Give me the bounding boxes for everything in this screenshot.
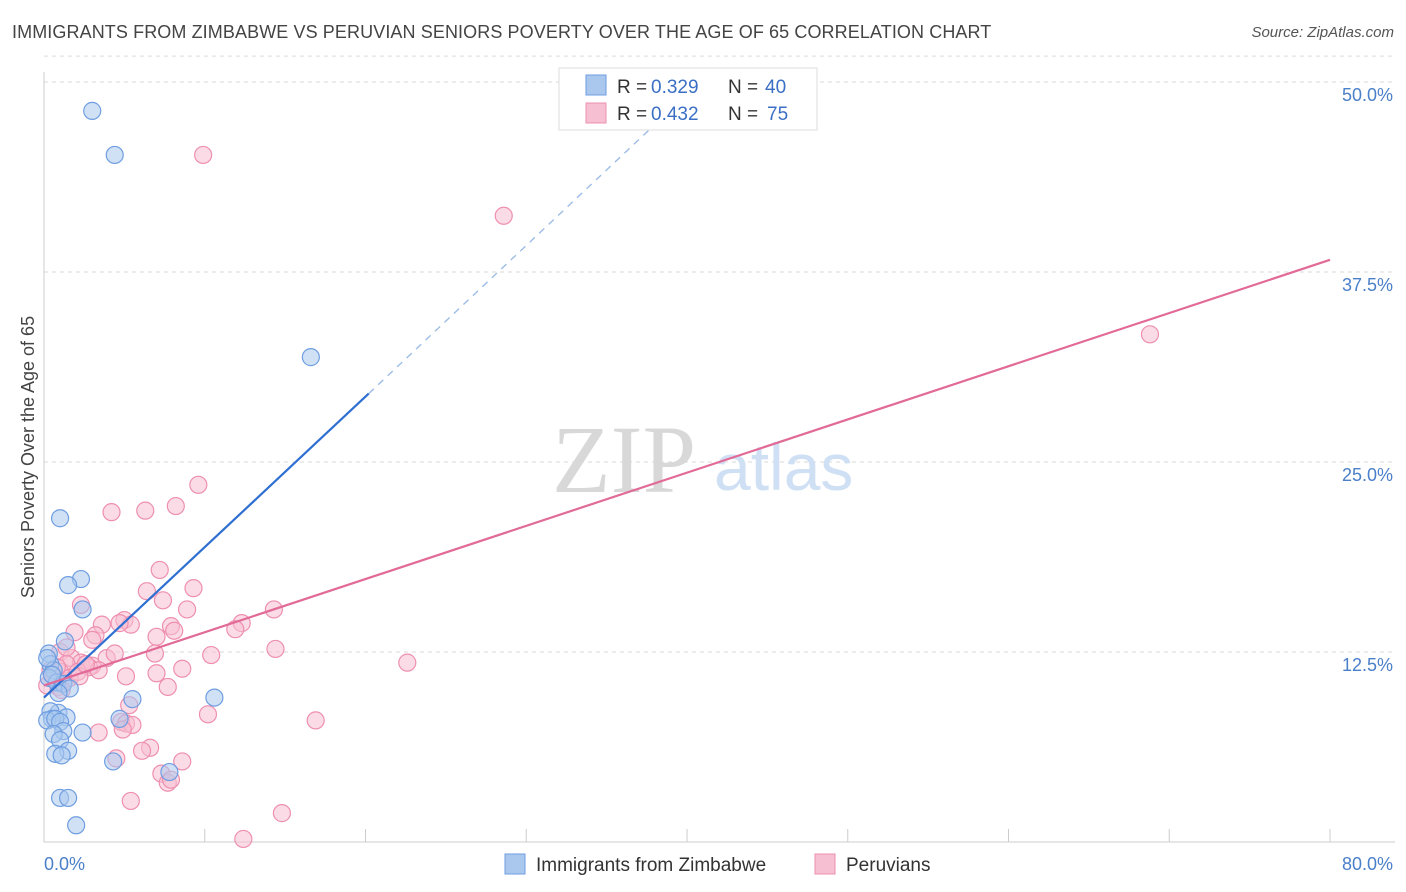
chart-title: IMMIGRANTS FROM ZIMBABWE VS PERUVIAN SEN… [12, 22, 992, 42]
data-point [67, 816, 86, 835]
data-point [52, 746, 71, 765]
data-point [266, 639, 285, 659]
trendline-peruvians [43, 258, 1331, 687]
y-tick-label: 37.5% [1342, 275, 1393, 295]
legend-r-value-blue: 0.329 [651, 77, 699, 98]
data-point [121, 791, 140, 811]
legend-n-value-pink: 75 [767, 104, 788, 125]
data-point [49, 683, 68, 703]
legend-n-label-pink: N = [728, 104, 758, 125]
legend-n-label-blue: N = [728, 77, 758, 98]
data-point [150, 560, 169, 580]
data-point [110, 709, 129, 728]
legend-r-label-pink: R = [617, 104, 647, 125]
bottom-legend-swatch-zimbabwe [504, 853, 526, 875]
data-point [59, 576, 78, 595]
data-point [1140, 325, 1160, 344]
y-axis-label: Seniors Poverty Over the Age of 65 [18, 316, 38, 598]
data-point [158, 677, 177, 697]
data-point [132, 741, 152, 760]
trendline-zimbabwe-extension [368, 124, 656, 395]
data-point [306, 711, 325, 730]
data-point [202, 645, 221, 665]
data-point [55, 632, 74, 651]
data-point [234, 829, 253, 849]
trendlines [43, 124, 1331, 699]
data-point [123, 690, 142, 709]
x-ticks [204, 829, 1331, 842]
data-point [136, 501, 155, 520]
legend-swatch-pink [585, 102, 607, 124]
data-point [73, 600, 92, 619]
data-point [226, 620, 245, 639]
series-zimbabwe-points [38, 101, 320, 835]
legend-swatch-blue [585, 74, 607, 96]
data-point [147, 627, 166, 646]
data-point [153, 591, 173, 610]
data-point [184, 579, 203, 598]
gridlines [44, 55, 1395, 653]
trendline-zimbabwe [43, 392, 370, 699]
y-tick-label: 50.0% [1342, 85, 1393, 105]
data-point [173, 752, 192, 771]
data-point [116, 667, 136, 686]
chart-source: Source: ZipAtlas.com [1251, 24, 1394, 41]
data-point [83, 101, 102, 120]
data-point [160, 762, 179, 782]
data-point [38, 648, 57, 668]
bottom-legend-label-zimbabwe: Immigrants from Zimbabwe [536, 855, 766, 876]
data-point [398, 653, 417, 672]
legend-n-value-blue: 40 [765, 77, 786, 98]
y-tick-label: 12.5% [1342, 655, 1393, 675]
data-point [494, 206, 513, 225]
y-tick-labels: 12.5% 25.0% 37.5% 50.0% [1342, 85, 1393, 675]
x-tick-label-min: 0.0% [44, 854, 85, 874]
data-point [73, 723, 92, 742]
bottom-legend-label-peruvians: Peruvians [846, 855, 931, 876]
data-point [194, 145, 213, 165]
y-tick-label: 25.0% [1342, 465, 1393, 485]
data-point [50, 509, 70, 528]
x-tick-label-max: 80.0% [1342, 854, 1393, 874]
data-point [177, 600, 197, 619]
data-point [89, 723, 108, 742]
data-point [110, 614, 129, 633]
data-point [205, 688, 224, 707]
data-point [189, 475, 208, 494]
legend-box: R = 0.329 N = 40 R = 0.432 N = 75 [558, 67, 818, 131]
data-point [301, 348, 320, 367]
data-point [147, 664, 166, 683]
watermark-zip: ZIP [552, 406, 696, 513]
data-point [59, 788, 78, 808]
bottom-legend-swatch-peruvians [814, 853, 836, 875]
data-point [105, 145, 124, 165]
data-point [198, 705, 218, 724]
data-point [83, 630, 102, 649]
watermark: ZIP atlas [552, 406, 853, 513]
data-point [104, 752, 123, 771]
data-point [165, 621, 184, 640]
data-point [137, 582, 156, 601]
data-point [166, 496, 185, 516]
legend-r-label-blue: R = [617, 77, 647, 98]
legend-r-value-pink: 0.432 [651, 104, 699, 125]
data-point [173, 659, 192, 678]
watermark-atlas: atlas [714, 430, 853, 504]
data-point [102, 503, 121, 522]
bottom-legend: Immigrants from Zimbabwe Peruvians [504, 853, 931, 876]
data-point [272, 804, 292, 823]
